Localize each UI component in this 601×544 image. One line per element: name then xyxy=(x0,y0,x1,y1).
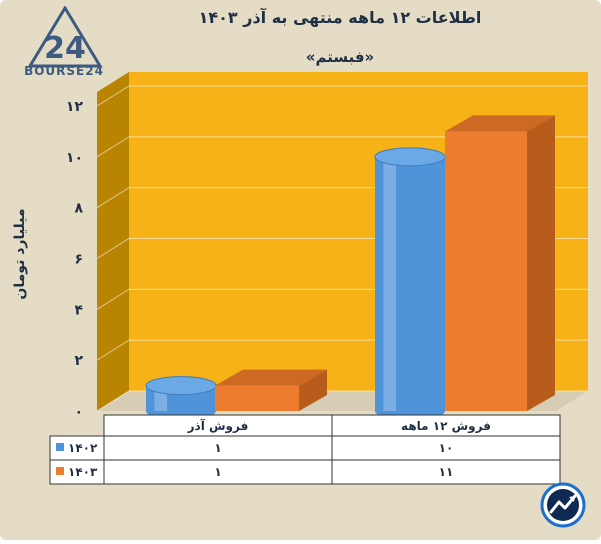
y-tick-label: ۱۲ xyxy=(66,99,84,115)
logo-text: BOURSE24 xyxy=(24,64,104,78)
data-value-label: ۱ xyxy=(214,441,221,455)
legend-label: ۱۴۰۳ xyxy=(68,465,98,479)
data-value-label: ۱۱ xyxy=(439,465,454,479)
data-value-label: ۱ xyxy=(214,465,221,479)
y-tick-label: ۴ xyxy=(74,302,83,318)
y-tick-label: ۰ xyxy=(74,404,83,420)
y-axis-label: میلیارد تومان xyxy=(12,208,28,300)
gridline xyxy=(96,136,588,158)
y-tick-label: ۲ xyxy=(74,353,83,369)
legend-swatch xyxy=(56,443,64,451)
y-tick-label: ۸ xyxy=(74,201,83,217)
chart-subtitle: «فبستم» xyxy=(305,48,375,66)
plot-side-wall xyxy=(97,72,129,411)
chart-title: اطلاعات ۱۲ ماهه منتهی به آذر ۱۴۰۳ xyxy=(198,8,482,27)
data-value-label: ۱۰ xyxy=(439,441,454,455)
logo-mark: 24 xyxy=(44,31,86,66)
y-tick-label: ۶ xyxy=(74,252,83,268)
y-tick-label: ۱۰ xyxy=(66,150,83,166)
legend-label: ۱۴۰۲ xyxy=(68,441,98,455)
trend-badge-icon xyxy=(540,482,586,528)
bar-۱۴۰۲-1 xyxy=(374,147,446,420)
bar-۱۴۰۳-1 xyxy=(445,115,555,412)
bar-۱۴۰۳-0 xyxy=(215,369,327,411)
gridline xyxy=(96,85,588,107)
category-label: فروش ۱۲ ماهه xyxy=(401,419,491,434)
category-label: فروش آذر xyxy=(187,418,249,434)
bar-۱۴۰۲-0 xyxy=(145,376,217,420)
bourse24-logo: 24 xyxy=(27,6,103,68)
legend-swatch xyxy=(56,467,64,475)
